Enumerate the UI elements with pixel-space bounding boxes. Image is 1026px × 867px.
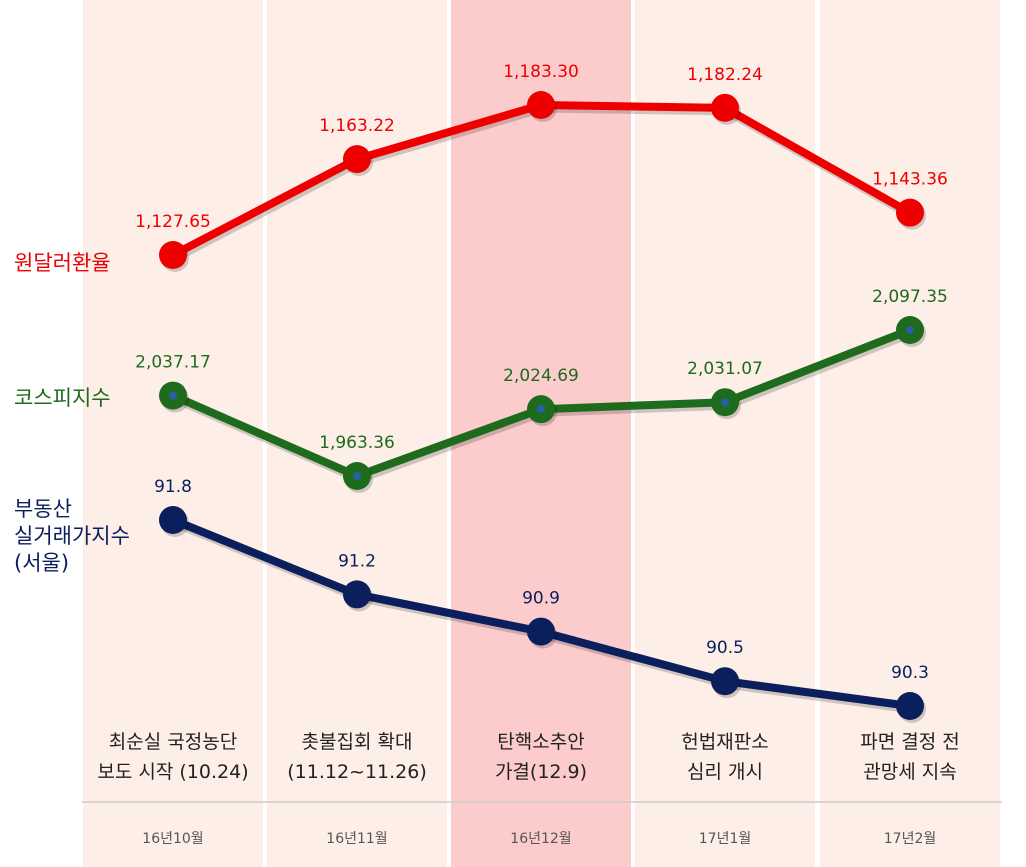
data-label: 1,143.36 <box>872 170 948 190</box>
data-label: 2,031.07 <box>687 359 763 379</box>
event-label: 최순실 국정농단 <box>109 731 237 753</box>
x-tick-label: 16년11월 <box>326 831 387 847</box>
series-label-real-estate-index: 부동산 실거래가지수 (서울) <box>14 497 130 575</box>
event-label: 파면 결정 전 <box>860 731 959 753</box>
data-point-center <box>537 405 545 414</box>
data-point-center <box>721 398 729 407</box>
data-label: 2,037.17 <box>135 353 211 373</box>
data-label: 1,127.65 <box>135 212 211 232</box>
data-point <box>527 91 555 119</box>
event-label: 보도 시작 (10.24) <box>97 761 248 783</box>
series-label-kospi: 코스피지수 <box>14 386 111 410</box>
data-point <box>159 506 187 534</box>
data-label: 91.2 <box>338 551 376 571</box>
event-label: 촛불집회 확대 <box>302 731 413 753</box>
event-label: 관망세 지속 <box>863 761 956 783</box>
data-point <box>343 145 371 174</box>
data-label: 1,163.22 <box>319 116 395 136</box>
x-tick-label: 17년2월 <box>884 831 936 847</box>
data-point-center <box>353 472 361 480</box>
data-label: 2,024.69 <box>503 366 579 386</box>
x-tick-label: 16년12월 <box>510 831 571 847</box>
data-point <box>159 241 187 269</box>
data-label: 1,182.24 <box>687 65 763 85</box>
data-label: 1,963.36 <box>319 433 395 453</box>
x-tick-label: 17년1월 <box>699 831 751 847</box>
data-point-center <box>169 391 177 400</box>
data-label: 90.3 <box>891 663 929 683</box>
data-point <box>896 692 924 720</box>
data-point-center <box>906 326 914 334</box>
data-point <box>527 617 555 646</box>
series-label-exchange-rate: 원달러환율 <box>14 251 111 275</box>
event-label: 헌법재판소 <box>681 731 768 753</box>
data-label: 1,183.30 <box>503 62 579 82</box>
data-point <box>896 198 924 227</box>
x-tick-label: 16년10월 <box>142 831 203 847</box>
data-label: 90.5 <box>706 638 744 658</box>
event-label: (11.12~11.26) <box>287 761 427 783</box>
event-label: 심리 개시 <box>687 761 763 783</box>
data-label: 91.8 <box>154 477 192 497</box>
column-background <box>820 0 1000 867</box>
data-point <box>711 93 739 122</box>
event-label: 탄핵소추안 <box>497 731 584 753</box>
data-label: 90.9 <box>522 589 560 609</box>
data-point <box>711 667 739 696</box>
data-point <box>343 580 371 609</box>
data-label: 2,097.35 <box>872 287 948 307</box>
event-label: 가결(12.9) <box>495 761 587 783</box>
column-background <box>83 0 263 867</box>
